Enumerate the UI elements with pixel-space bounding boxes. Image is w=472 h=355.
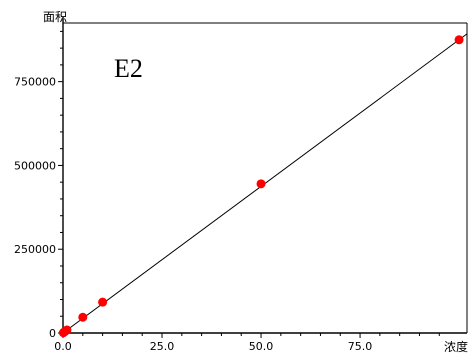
data-point — [62, 325, 72, 335]
data-point — [98, 297, 108, 307]
y-tick-label: 250000 — [14, 243, 56, 256]
axes — [59, 17, 468, 337]
chart-annotation: E2 — [114, 54, 143, 83]
x-axis-title: 浓度 — [444, 339, 468, 354]
x-tick-label: 75.0 — [348, 340, 373, 353]
y-axis-title: 面积 — [43, 10, 67, 24]
y-tick-label: 750000 — [14, 76, 56, 89]
y-tick-label: 500000 — [14, 159, 56, 172]
x-tick-label: 0.0 — [54, 340, 72, 353]
data-point — [256, 179, 266, 189]
data-points — [58, 35, 464, 338]
data-point — [454, 35, 464, 45]
x-tick-label: 50.0 — [249, 340, 274, 353]
data-point — [78, 312, 88, 322]
y-tick-label: 0 — [49, 327, 56, 340]
ticks: 0 250000 500000 750000 0.0 25.0 50.0 75.0 — [14, 30, 440, 353]
x-tick-label: 25.0 — [150, 340, 175, 353]
